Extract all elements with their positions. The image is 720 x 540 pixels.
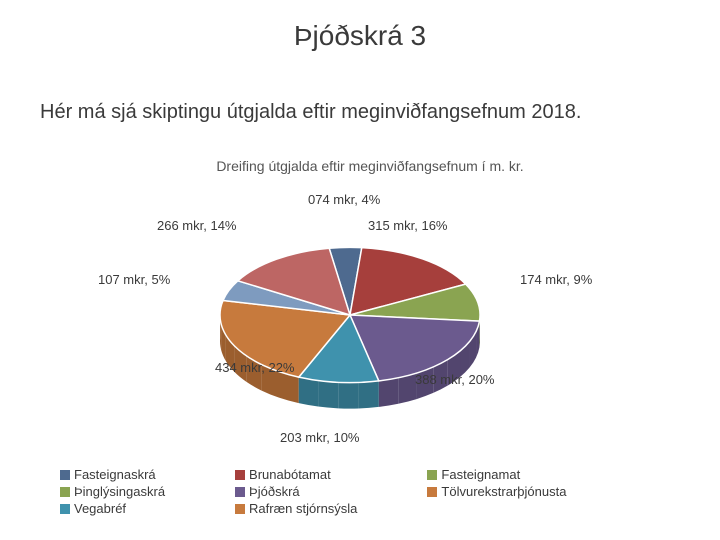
legend-swatch — [235, 504, 245, 514]
legend-swatch — [60, 504, 70, 514]
legend-swatch — [427, 470, 437, 480]
pie-side — [299, 377, 318, 406]
legend-swatch — [235, 470, 245, 480]
pie-side — [318, 381, 338, 409]
intro-text: Hér má sjá skiptingu útgjalda eftir megi… — [40, 100, 680, 125]
pie-slice-label: 315 mkr, 16% — [368, 218, 448, 233]
legend-item: Þinglýsingaskrá — [60, 484, 165, 499]
legend-label: Vegabréf — [74, 501, 126, 516]
legend-label: Þjóðskrá — [249, 484, 300, 499]
legend-label: Fasteignaskrá — [74, 467, 156, 482]
legend-column: Brunabótamat Þjóðskrá Rafræn stjórnsýsla — [235, 467, 357, 516]
legend-label: Þinglýsingaskrá — [74, 484, 165, 499]
legend-item: Brunabótamat — [235, 467, 357, 482]
legend-column: Fasteignamat Tölvurekstrarþjónusta — [427, 467, 566, 516]
pie-slice-label: 388 mkr, 20% — [415, 372, 495, 387]
pie-side — [379, 378, 398, 407]
pie-slice-label: 174 mkr, 9% — [520, 272, 592, 287]
legend-swatch — [60, 487, 70, 497]
legend-item: Fasteignamat — [427, 467, 566, 482]
page-title: Þjóðskrá 3 — [0, 20, 720, 52]
pie-chart — [150, 165, 550, 465]
legend-item: Rafræn stjórnsýsla — [235, 501, 357, 516]
legend-item: Þjóðskrá — [235, 484, 357, 499]
legend-label: Rafræn stjórnsýsla — [249, 501, 357, 516]
pie-slice-label: 203 mkr, 10% — [280, 430, 360, 445]
pie-side — [359, 381, 379, 409]
legend-item: Fasteignaskrá — [60, 467, 165, 482]
pie-slice-label: 434 mkr, 22% — [215, 360, 295, 375]
legend-label: Fasteignamat — [441, 467, 520, 482]
legend-swatch — [60, 470, 70, 480]
pie-slice-label: 107 mkr, 5% — [98, 272, 170, 287]
pie-slice-label: 266 mkr, 14% — [157, 218, 237, 233]
legend-column: Fasteignaskrá Þinglýsingaskrá Vegabréf — [60, 467, 165, 516]
pie-side — [338, 382, 358, 408]
page: Þjóðskrá 3 Hér má sjá skiptingu útgjalda… — [0, 0, 720, 540]
legend-swatch — [235, 487, 245, 497]
pie-slice-label: 074 mkr, 4% — [308, 192, 380, 207]
legend-label: Tölvurekstrarþjónusta — [441, 484, 566, 499]
legend: Fasteignaskrá Þinglýsingaskrá Vegabréf Brun… — [60, 467, 660, 516]
legend-item: Vegabréf — [60, 501, 165, 516]
legend-item: Tölvurekstrarþjónusta — [427, 484, 566, 499]
legend-swatch — [427, 487, 437, 497]
legend-label: Brunabótamat — [249, 467, 331, 482]
